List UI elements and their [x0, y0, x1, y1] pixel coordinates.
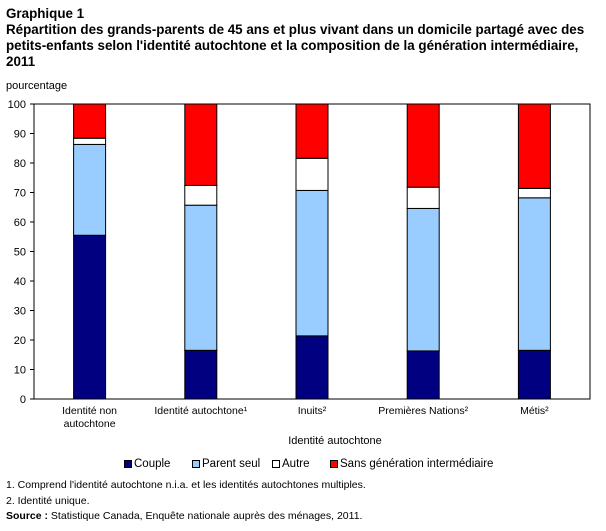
footnote-1: 1. Comprend l'identité autochtone n.i.a.… [6, 479, 366, 491]
bar-segment-autre [184, 184, 218, 206]
bar-segment-couple [406, 350, 440, 400]
bar-segment-autre [517, 187, 551, 199]
legend-swatch [272, 460, 280, 468]
x-axis-title: Identité autochtone [288, 435, 382, 447]
y-tick-label: 100 [8, 99, 26, 111]
bar-segment-sans-génération-intermédiaire [184, 103, 218, 186]
legend-label: Sans génération intermédiaire [340, 458, 494, 470]
x-tick-label: Premières Nations² [378, 405, 468, 417]
bar-segment-autre [73, 137, 107, 145]
y-tick-label: 30 [14, 306, 26, 318]
chart-subtitle: Répartition des grands-parents de 45 ans… [6, 22, 585, 69]
source-text: Statistique Canada, Enquête nationale au… [48, 510, 363, 522]
bar-segment-parent-seul [295, 189, 329, 337]
bar-segment-parent-seul [73, 143, 107, 236]
x-tick-label: Métis² [520, 405, 549, 417]
y-tick-label: 20 [14, 335, 26, 347]
bar-segment-autre [295, 157, 329, 191]
y-tick-label: 0 [20, 394, 26, 406]
legend-label: Parent seul [202, 458, 261, 470]
bar-segment-couple [184, 349, 218, 400]
bar-segment-sans-génération-intermédiaire [73, 103, 107, 139]
y-tick-label: 50 [14, 247, 26, 259]
bar-segment-sans-génération-intermédiaire [517, 103, 551, 189]
bar-segment-couple [73, 234, 107, 400]
y-tick-label: 10 [14, 365, 26, 377]
x-tick-label: Inuits² [298, 405, 327, 417]
bar-segment-parent-seul [406, 207, 440, 352]
bar-segment-couple [295, 335, 329, 400]
legend-item: Parent seul [192, 458, 260, 470]
x-tick-label: Identité non [62, 405, 117, 417]
bar-segment-parent-seul [517, 197, 551, 351]
footnotes: 1. Comprend l'identité autochtone n.i.a.… [6, 478, 366, 525]
chart-number: Graphique 1 [6, 6, 85, 21]
y-tick-label: 90 [14, 129, 26, 141]
legend-label: Couple [134, 458, 171, 470]
legend-item: Couple [124, 458, 170, 470]
bar-segment-sans-génération-intermédiaire [406, 103, 440, 188]
bar-segment-couple [517, 349, 551, 400]
bar-segment-autre [406, 186, 440, 209]
y-tick-label: 60 [14, 217, 26, 229]
bar-segment-sans-génération-intermédiaire [295, 103, 329, 159]
y-tick-label: 40 [14, 276, 26, 288]
source-line: Source : Statistique Canada, Enquête nat… [6, 509, 366, 525]
legend-item: Sans génération intermédiaire [330, 458, 493, 470]
legend-swatch [330, 460, 338, 468]
footnote-2: 2. Identité unique. [6, 494, 90, 507]
chart-title: Graphique 1 Répartition des grands-paren… [6, 6, 606, 70]
legend-swatch [192, 460, 200, 468]
source-label: Source : [6, 510, 49, 522]
x-tick-label: autochtone [64, 418, 116, 430]
legend-label: Autre [282, 458, 310, 470]
legend-item: Autre [272, 458, 310, 470]
y-tick-label: 70 [14, 188, 26, 200]
x-tick-label: Identité autochtone¹ [154, 405, 247, 417]
y-tick-label: 80 [14, 158, 26, 170]
bar-segment-parent-seul [184, 204, 218, 351]
legend-swatch [124, 460, 132, 468]
y-axis-label: pourcentage [6, 80, 68, 92]
